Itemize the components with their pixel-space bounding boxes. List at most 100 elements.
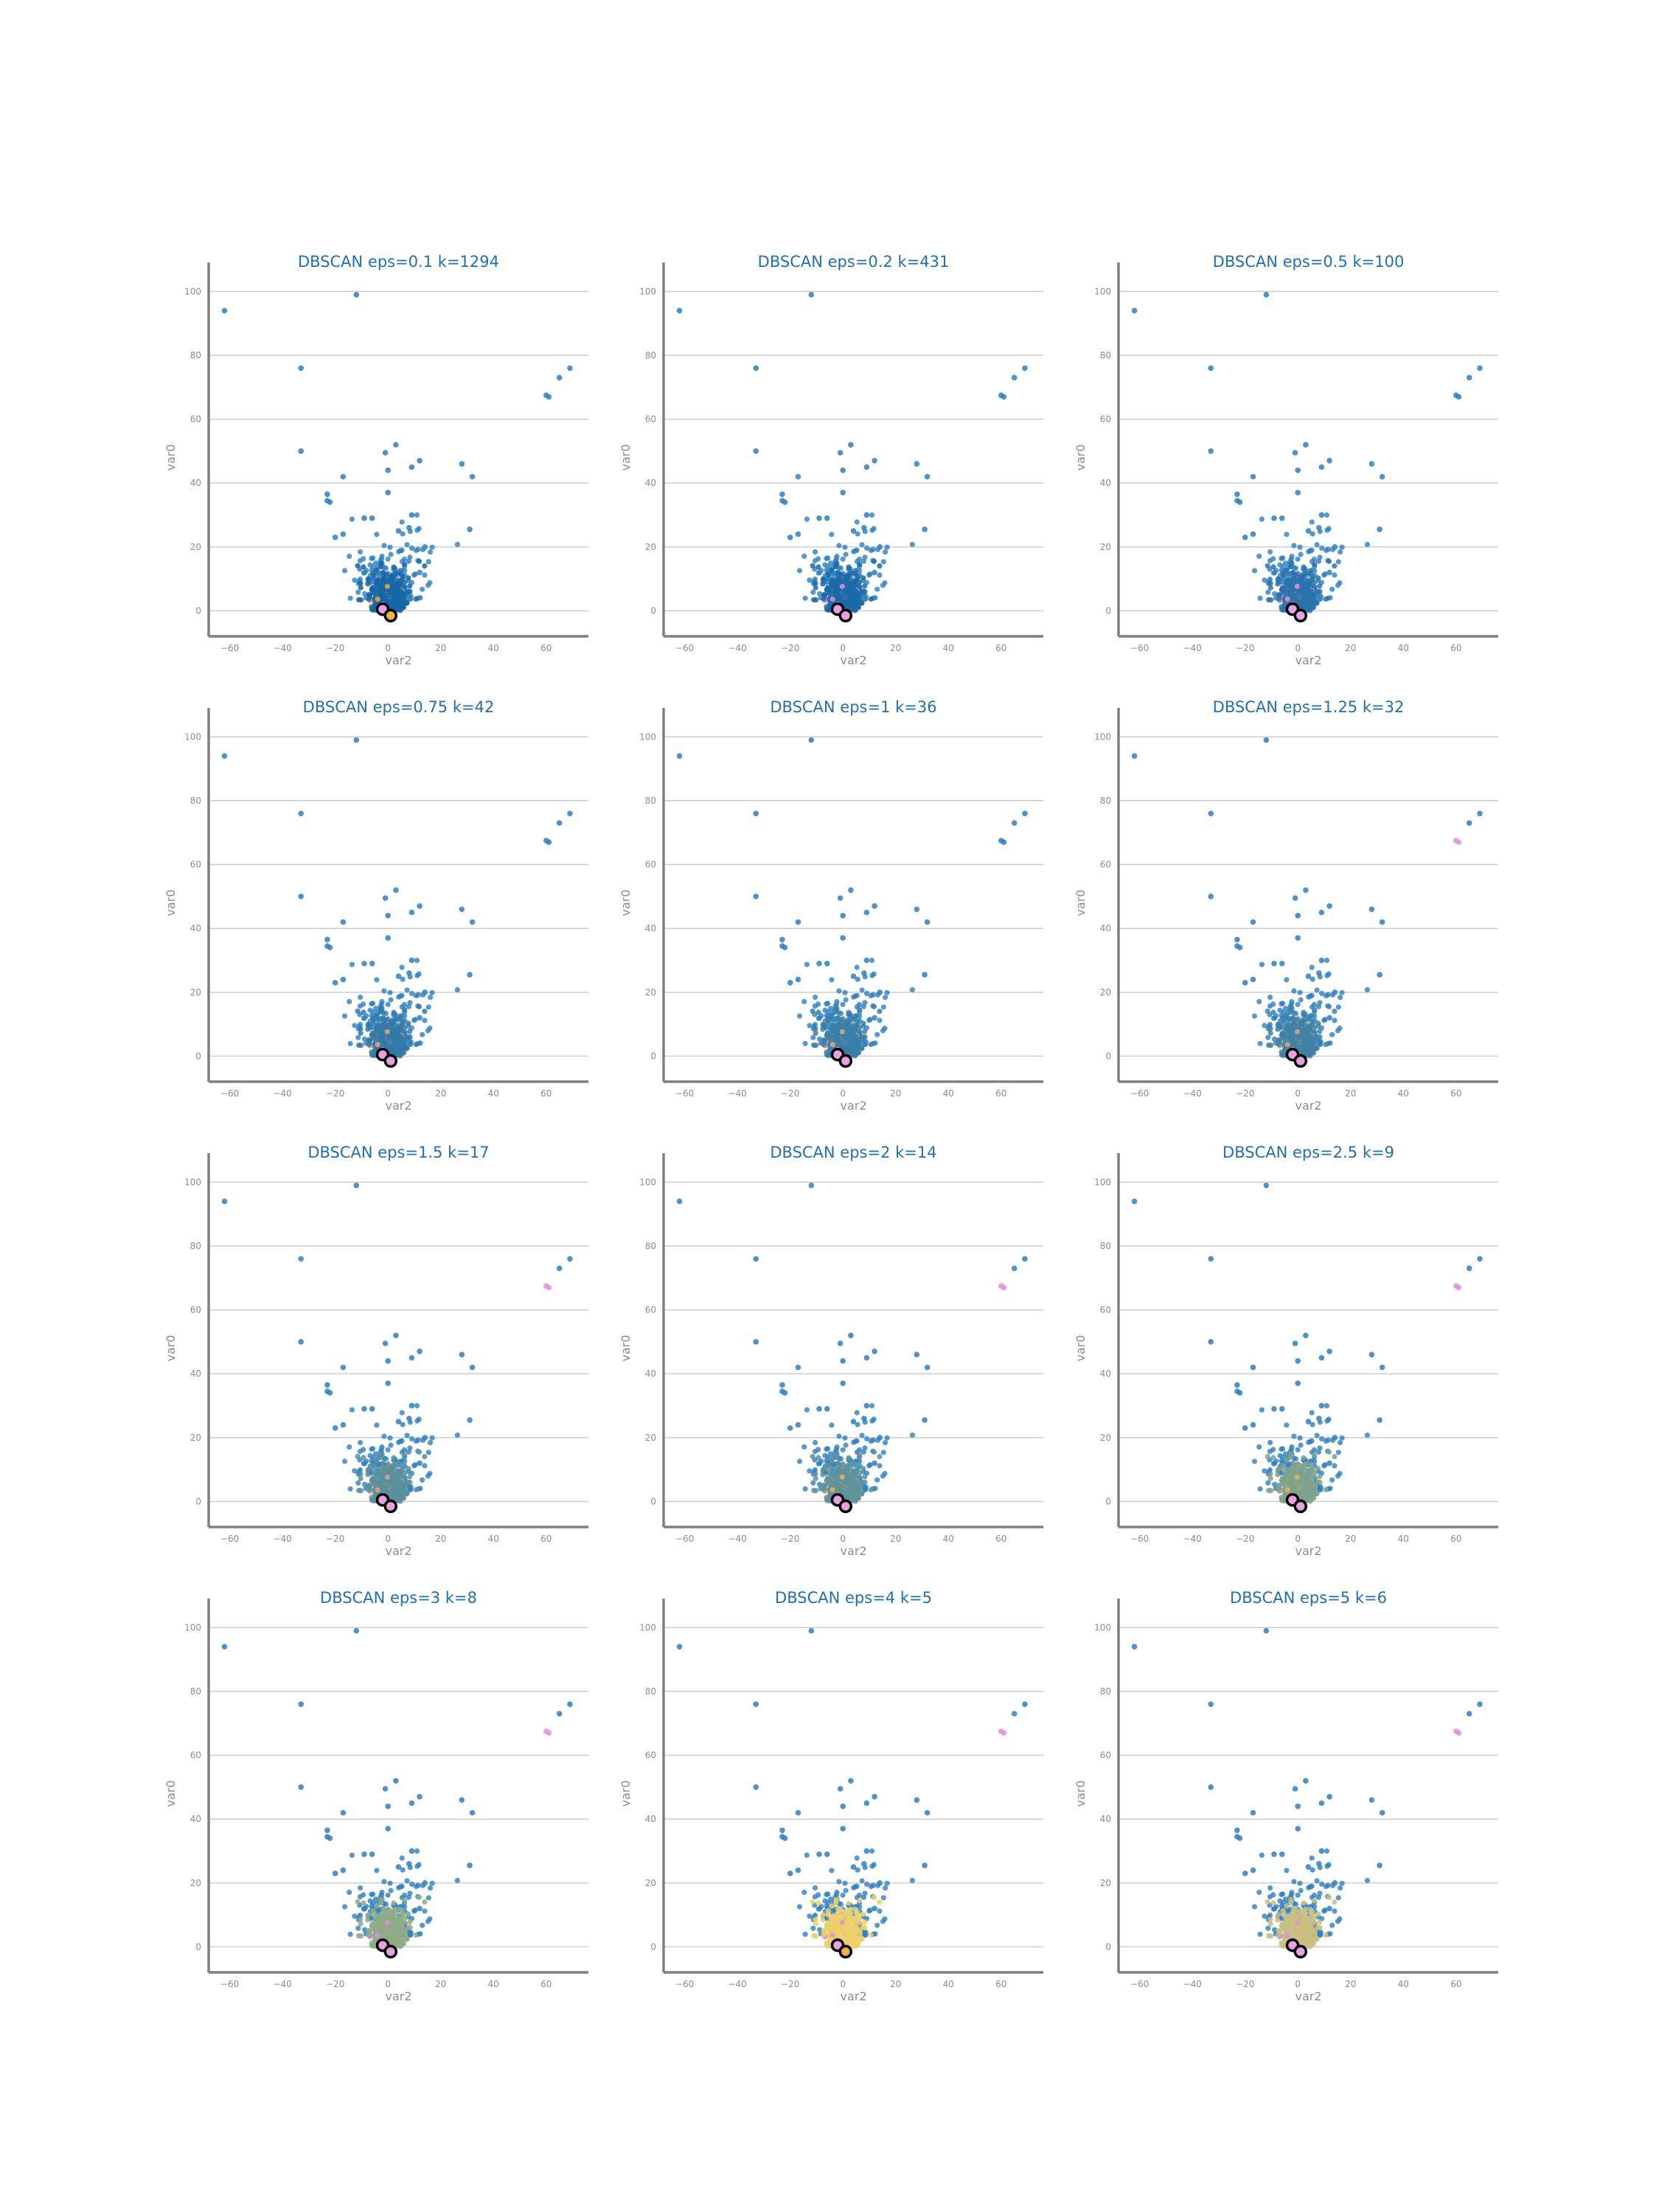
scatter-point-noise (427, 1470, 433, 1477)
scatter-point-noise (388, 997, 394, 1003)
scatter-point-core (852, 581, 858, 588)
scatter-point-core (825, 575, 831, 582)
scatter-point-core (407, 1479, 413, 1485)
scatter-point-core (813, 1043, 819, 1048)
scatter-point-outlier (327, 1390, 333, 1396)
scatter-point-core (1313, 600, 1320, 606)
x-tick-label: 40 (488, 1534, 499, 1544)
scatter-point-core (403, 600, 410, 606)
scatter-point-noise (877, 1463, 883, 1469)
scatter-point-noise (1298, 552, 1304, 557)
scatter-point-noise (1293, 1011, 1299, 1017)
scatter-point-core (1276, 1037, 1281, 1043)
y-tick-label: 60 (1100, 860, 1111, 870)
scatter-point-core (365, 1021, 371, 1027)
scatter-point-noise (836, 1433, 842, 1439)
scatter-point-outlier (1477, 365, 1483, 372)
scatter-point-core (1305, 1047, 1311, 1053)
scatter-point-outlier (408, 957, 415, 964)
scatter-point-noise (882, 1470, 888, 1477)
scatter-point-core (1315, 575, 1321, 581)
x-tick-label: −20 (1236, 643, 1254, 653)
scatter-point-noise (422, 1018, 428, 1023)
scatter-point-noise (874, 586, 880, 592)
scatter-point-noise (1270, 556, 1276, 562)
scatter-point-noise (1314, 987, 1320, 993)
scatter-point-outlier (459, 906, 465, 912)
scatter-point-outlier (1250, 919, 1256, 925)
scatter-point-outlier (1316, 970, 1322, 976)
y-tick-label: 40 (645, 1368, 656, 1379)
scatter-point-noise (1257, 595, 1263, 601)
scatter-point-noise (1337, 1025, 1343, 1032)
scatter-point-outlier (361, 1406, 367, 1412)
scatter-point-noise (428, 995, 434, 1001)
scatter-point-noise (864, 545, 870, 552)
scatter-point-core (1275, 1021, 1281, 1027)
y-axis-label: var0 (619, 889, 633, 916)
scatter-point-core (358, 580, 364, 586)
scatter-point-outlier (795, 473, 801, 480)
scatter-point-cluster (375, 1487, 380, 1493)
scatter-point-outlier (1318, 512, 1325, 518)
scatter-point-core (832, 1026, 838, 1033)
scatter-point-core (383, 1017, 389, 1023)
scatter-point-outlier (467, 972, 473, 978)
scatter-point-core (403, 1046, 410, 1051)
panel-title: DBSCAN eps=1.25 k=32 (1213, 698, 1405, 716)
scatter-point-outlier (546, 839, 552, 845)
scatter-point-outlier (1368, 461, 1375, 467)
scatter-point-noise (1298, 997, 1304, 1003)
scatter-point-noise (884, 990, 890, 995)
scatter-point-noise (1337, 580, 1343, 586)
scatter-points (221, 737, 573, 1068)
x-tick-label: −60 (220, 643, 239, 653)
scatter-point-outlier (1332, 990, 1338, 995)
scatter-point-outlier (382, 450, 389, 456)
scatter-point-outlier (1292, 450, 1298, 456)
scatter-point-outlier (340, 473, 347, 480)
scatter-point-core (1317, 583, 1323, 589)
x-tick-label: −60 (675, 643, 694, 653)
scatter-point-noise (1332, 1018, 1338, 1023)
scatter-point-core (1267, 1030, 1273, 1036)
scatter-point-outlier (1326, 458, 1332, 464)
scatter-point-outlier (369, 515, 375, 521)
scatter-point-core (413, 596, 419, 602)
y-tick-label: 20 (1100, 987, 1111, 998)
scatter-point-outlier (872, 903, 877, 909)
scatter-point-noise (838, 1456, 844, 1462)
scatter-point-noise (358, 549, 364, 555)
scatter-point-outlier (385, 467, 391, 473)
scatter-point-outlier (808, 737, 815, 743)
scatter-point-noise (840, 1447, 846, 1453)
scatter-point-core (406, 1466, 411, 1472)
scatter-point-outlier (361, 961, 367, 967)
scatter-point-outlier (298, 365, 305, 372)
scatter-point-outlier (795, 976, 801, 983)
scatter-point-core (820, 581, 826, 587)
scatter-point-core (820, 1026, 826, 1032)
scatter-point-noise (381, 1433, 387, 1439)
scatter-point-noise (352, 577, 358, 583)
scatter-point-noise (880, 1004, 886, 1010)
scatter-point-outlier (1295, 490, 1301, 495)
scatter-point-core (422, 1009, 428, 1015)
scatter-point-outlier (1303, 887, 1309, 893)
scatter-point-core (1315, 1020, 1321, 1026)
scatter-point-core (1310, 1018, 1315, 1025)
scatter-point-noise (396, 549, 402, 554)
scatter-point-core (386, 577, 392, 583)
scatter-point-outlier (1011, 820, 1018, 826)
scatter-point-outlier (1022, 365, 1028, 372)
scatter-point-core (862, 583, 868, 589)
scatter-point-core (1284, 1012, 1290, 1018)
scatter-point-noise (407, 1445, 413, 1451)
scatter-points (221, 291, 573, 623)
scatter-point-core (1323, 596, 1329, 602)
panel-title: DBSCAN eps=1.5 k=17 (307, 1144, 489, 1161)
scatter-point-core (402, 1453, 408, 1458)
scatter-point-noise (866, 1018, 872, 1023)
scatter-point-noise (381, 988, 387, 994)
scatter-point-outlier (1011, 375, 1018, 380)
